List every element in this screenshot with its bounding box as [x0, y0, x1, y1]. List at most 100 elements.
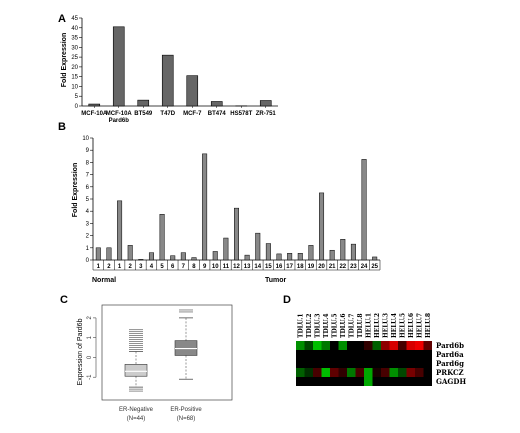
panel-d-cell: [313, 350, 322, 359]
panel-b-category-label: 22: [339, 264, 346, 270]
panel-d-cell: [338, 377, 347, 386]
panel-b-bar: [191, 257, 197, 261]
panel-d-cell: [406, 341, 415, 350]
panel-d-cell: [406, 350, 415, 359]
panel-label-a: A: [58, 13, 66, 25]
panel-d-cell: [355, 368, 364, 377]
panel-b-category-label: 19: [308, 264, 315, 270]
panel-a-y-tick-label: 10: [71, 84, 78, 90]
panel-b-y-tick-label: 9: [86, 148, 90, 154]
panel-d-cell: [304, 350, 313, 359]
panel-d-cell: [296, 350, 305, 359]
panel-d-cell: [364, 368, 373, 377]
panel-c-y-tick-label: 0: [87, 355, 93, 359]
panel-d-cells: [296, 341, 432, 386]
panel-d-cell: [372, 368, 381, 377]
panel-b-bar: [276, 253, 282, 261]
panel-d-column-label: HELU.6: [408, 313, 415, 338]
panel-a-bar-chart: Fold Expression 0 5 10 15 20 25 30 35 40 45 MCF-1…: [61, 16, 278, 124]
panel-b-group-tumor: Tumor: [265, 277, 287, 284]
panel-b-category-label: 3: [139, 264, 143, 270]
panel-b-bar: [106, 247, 112, 261]
panel-d-cell: [338, 368, 347, 377]
panel-b-bar: [127, 245, 133, 261]
panel-b-y-tick-label: 5: [86, 197, 90, 203]
panel-b-y-tick-label: 0: [86, 258, 90, 264]
panel-d-cell: [364, 359, 373, 368]
panel-b-category-label: 10: [212, 264, 219, 270]
panel-b-category-label: 7: [182, 264, 186, 270]
panel-d-cell: [389, 368, 398, 377]
panel-b-category-label: 2: [129, 264, 133, 270]
panel-d-cell: [398, 341, 407, 350]
panel-d-cell: [330, 368, 339, 377]
panel-d-cell: [415, 350, 424, 359]
panel-a-bar: [161, 54, 174, 107]
panel-d-cell: [415, 359, 424, 368]
panel-d-cell: [381, 368, 390, 377]
panel-d-cell: [355, 350, 364, 359]
panel-b-y-tick-label: 1: [86, 246, 90, 252]
panel-d-cell: [321, 341, 330, 350]
panel-b-category-label: 21: [329, 264, 336, 270]
panel-b-category-label: 17: [286, 264, 293, 270]
panel-d-cell: [423, 359, 432, 368]
panel-a-category-label: MCF-10A: [81, 111, 108, 117]
panel-d-cell: [330, 350, 339, 359]
panel-d-cell: [406, 377, 415, 386]
panel-d-column-label: TDLU.6: [340, 313, 347, 338]
panel-d-column-label: HELU.7: [416, 313, 423, 338]
panel-b-category-label: 5: [160, 264, 164, 270]
panel-c-category-er-negative: ER-Negative: [119, 407, 154, 413]
panel-d-cell: [415, 368, 424, 377]
panel-d-row-label: Pard6g: [436, 359, 464, 368]
panel-d-cell: [330, 377, 339, 386]
panel-b-category-label: 1: [118, 264, 122, 270]
panel-d-cell: [347, 377, 356, 386]
panel-a-bar: [186, 75, 199, 107]
panel-d-cell: [296, 368, 305, 377]
panel-d-cell: [347, 368, 356, 377]
panel-b-bar: [138, 259, 144, 261]
panel-d-cell: [347, 359, 356, 368]
panel-d-cell: [423, 368, 432, 377]
panel-a-bar: [112, 26, 125, 107]
panel-b-bar: [350, 243, 356, 261]
panel-d-cell: [364, 377, 373, 386]
panel-d-cell: [330, 341, 339, 350]
panel-b-bar: [117, 200, 123, 261]
panel-a-bar: [259, 100, 272, 107]
panel-b-bar: [372, 256, 378, 261]
panel-c-y-tick-label: 1: [87, 335, 93, 339]
panel-b-category-label: 11: [223, 264, 230, 270]
panel-c-y-axis-label: Expression of Pard6b: [77, 318, 84, 385]
panel-d-cell: [423, 341, 432, 350]
panel-b-bar: [287, 253, 293, 261]
panel-b-bar: [297, 253, 303, 261]
panel-d-cell: [389, 359, 398, 368]
panel-d-column-label: TDLU.3: [314, 313, 321, 338]
panel-d-cell: [338, 359, 347, 368]
panel-a-y-tick-label: 15: [71, 75, 78, 81]
panel-d-cell: [389, 350, 398, 359]
panel-d-cell: [304, 359, 313, 368]
panel-d-column-label: HELU.8: [425, 313, 432, 338]
panel-b-y-tick-label: 6: [86, 185, 90, 191]
panel-a-bars: [88, 26, 272, 107]
panel-d-cell: [381, 377, 390, 386]
panel-d-cell: [313, 359, 322, 368]
panel-d-cell: [304, 368, 313, 377]
panel-d-cell: [296, 359, 305, 368]
panel-d-cell: [372, 377, 381, 386]
panel-a-y-tick-label: 20: [71, 65, 78, 71]
panel-b-category-label: 24: [361, 264, 368, 270]
panel-b-bar: [170, 255, 176, 261]
panel-a-category-label: T47D: [160, 111, 175, 117]
panel-b-bar: [244, 254, 250, 261]
panel-b-category-label: 6: [171, 264, 175, 270]
panel-d-cell: [313, 368, 322, 377]
panel-d-cell: [372, 341, 381, 350]
panel-b-category-label: 12: [233, 264, 240, 270]
